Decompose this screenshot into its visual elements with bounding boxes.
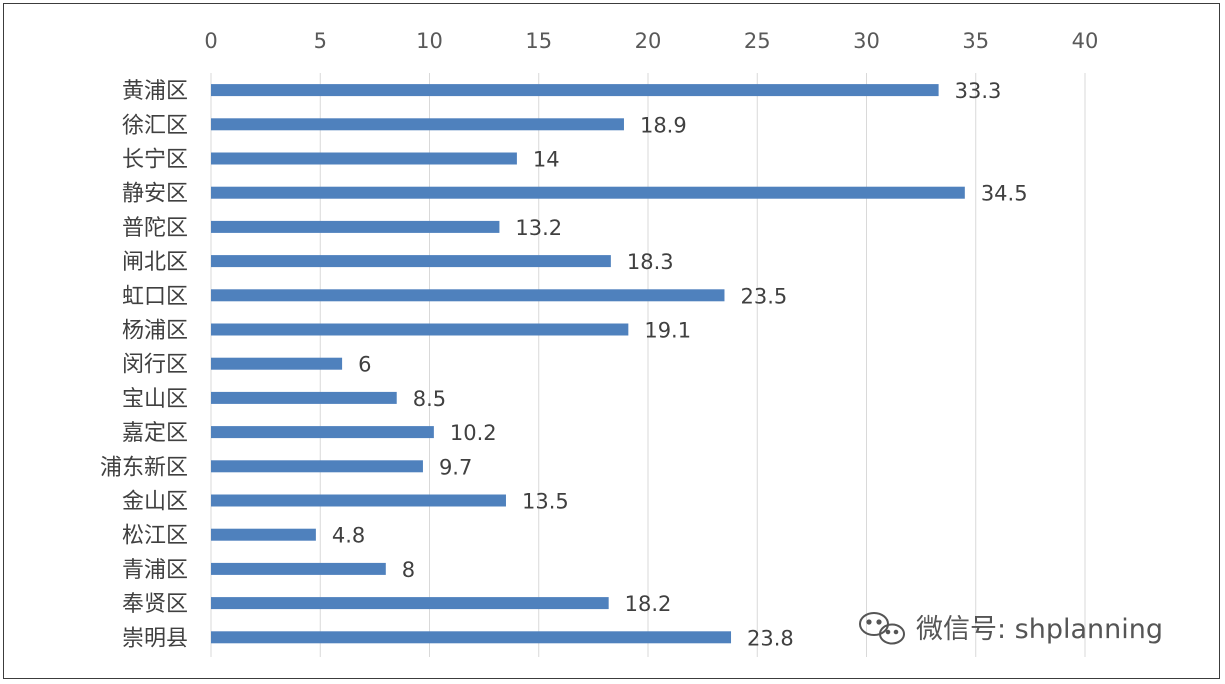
data-label: 19.1 [644,319,691,343]
bar [211,631,732,644]
watermark: 微信号: shplanning [859,612,1163,645]
category-label: 静安区 [122,182,188,207]
bar [211,186,965,199]
data-label: 23.5 [740,284,787,308]
x-tick-label: 35 [962,29,989,53]
data-label: 18.3 [627,250,674,274]
x-tick-label: 25 [744,29,771,53]
x-tick-label: 5 [314,29,327,53]
data-label: 23.8 [747,626,794,650]
data-label: 33.3 [955,79,1002,103]
wechat-icon [859,612,905,645]
bar [211,597,609,610]
bar [211,494,506,507]
data-label: 14 [533,148,560,172]
bar [211,460,423,473]
category-label: 奉贤区 [122,592,188,617]
data-label: 10.2 [450,421,497,445]
bars [211,84,965,644]
category-label: 闸北区 [122,250,188,275]
x-tick-label: 20 [635,29,662,53]
chart-frame [3,3,1220,679]
data-label: 18.2 [625,592,672,616]
bar [211,220,500,233]
category-label: 松江区 [122,524,188,549]
watermark-text: 微信号: shplanning [916,614,1163,645]
x-tick-label: 30 [853,29,880,53]
bar [211,323,629,336]
data-label: 8 [402,558,415,582]
bar [211,255,611,268]
bar [211,84,939,97]
x-tick-label: 0 [204,29,217,53]
category-label: 长宁区 [122,148,188,173]
category-labels: 黄浦区徐汇区长宁区静安区普陀区闸北区虹口区杨浦区闵行区宝山区嘉定区浦东新区金山区… [100,79,188,651]
x-tick-label: 40 [1072,29,1099,53]
category-label: 宝山区 [122,387,188,412]
bar [211,562,386,575]
category-label: 闵行区 [122,353,188,378]
gridlines [210,73,1086,657]
data-label: 13.5 [522,490,569,514]
x-tick-labels: 0 5 10 15 20 25 30 35 40 [204,29,1098,53]
bar [211,118,624,131]
data-label: 18.9 [640,113,687,137]
category-label: 崇明县 [122,626,188,651]
data-label: 6 [358,353,371,377]
data-label: 9.7 [439,455,472,479]
data-label: 13.2 [515,216,562,240]
category-label: 虹口区 [122,284,188,309]
category-label: 普陀区 [122,216,188,241]
bar [211,289,725,302]
bar [211,426,434,439]
data-label: 8.5 [413,387,446,411]
category-label: 青浦区 [122,558,188,583]
category-label: 浦东新区 [100,455,188,480]
x-tick-label: 15 [525,29,552,53]
category-label: 金山区 [122,490,188,515]
bar [211,357,343,370]
x-tick-label: 10 [416,29,443,53]
category-label: 嘉定区 [122,421,188,446]
bar [211,391,397,404]
category-label: 徐汇区 [122,113,188,138]
data-label: 4.8 [332,524,365,548]
bar [211,152,517,165]
category-label: 杨浦区 [122,319,188,344]
data-label: 34.5 [981,182,1028,206]
category-label: 黄浦区 [122,79,188,104]
data-labels: 33.3 18.9 14 34.5 13.2 18.3 23.5 19.1 6 8.510.2 9.… [332,79,1028,650]
bar [211,528,316,541]
